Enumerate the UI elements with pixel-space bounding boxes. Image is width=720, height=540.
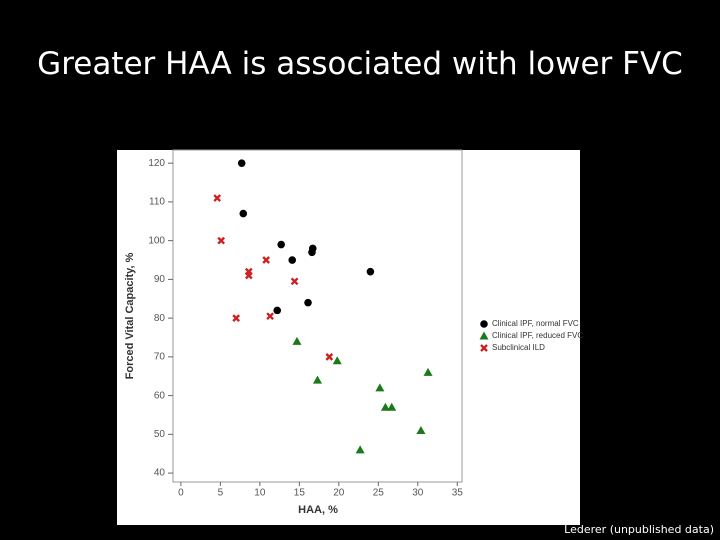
y-tick-label: 110	[149, 197, 165, 208]
point	[332, 356, 342, 365]
x-tick-label: 10	[254, 488, 266, 499]
point	[290, 277, 299, 286]
point	[273, 306, 282, 315]
legend-label: Subclinical ILD	[492, 343, 545, 352]
y-tick-label: 120	[148, 158, 165, 169]
chart-panel	[117, 150, 580, 525]
x-tick-label: 5	[218, 488, 224, 499]
y-tick-label: 100	[148, 235, 165, 246]
y-tick-label: 90	[154, 274, 166, 285]
x-tick-label: 30	[412, 488, 424, 499]
legend-marker	[480, 320, 488, 328]
point	[304, 298, 312, 307]
legend-marker	[479, 331, 489, 340]
point	[266, 312, 274, 321]
plot-frame	[172, 149, 463, 483]
point	[239, 209, 248, 218]
y-tick-label: 50	[154, 429, 166, 440]
x-axis-label: HAA, %	[298, 504, 338, 516]
point	[277, 240, 285, 249]
x-tick-label: 15	[294, 488, 306, 499]
point	[217, 236, 226, 245]
x-tick-label: 25	[373, 488, 385, 499]
point	[262, 256, 271, 264]
point	[355, 445, 365, 454]
point	[244, 271, 253, 280]
x-tick-label: 35	[452, 488, 464, 499]
y-axis-label: Forced Vital Capacity, %	[124, 252, 136, 379]
point	[213, 194, 222, 202]
point	[380, 402, 390, 411]
legend-marker	[480, 344, 488, 352]
y-tick-label: 40	[154, 468, 166, 479]
x-tick-label: 0	[178, 488, 184, 499]
point	[313, 375, 322, 384]
legend-label: Clinical IPF, normal FVC	[492, 319, 579, 328]
source-note: Lederer (unpublished data)	[564, 523, 714, 536]
point	[292, 336, 302, 345]
point	[232, 314, 241, 322]
point	[237, 159, 246, 167]
point	[325, 353, 334, 361]
point	[288, 256, 297, 264]
y-tick-label: 70	[154, 352, 166, 363]
point	[308, 244, 317, 253]
x-tick-label: 20	[333, 488, 345, 499]
slide-title: Greater HAA is associated with lower FVC	[37, 46, 683, 82]
point	[366, 267, 375, 276]
point	[375, 383, 385, 392]
y-tick-label: 60	[154, 390, 166, 401]
point	[416, 425, 426, 434]
legend-label: Clinical IPF, reduced FVC	[492, 331, 583, 340]
point	[423, 367, 433, 376]
point	[387, 402, 397, 411]
y-tick-label: 80	[154, 313, 166, 324]
